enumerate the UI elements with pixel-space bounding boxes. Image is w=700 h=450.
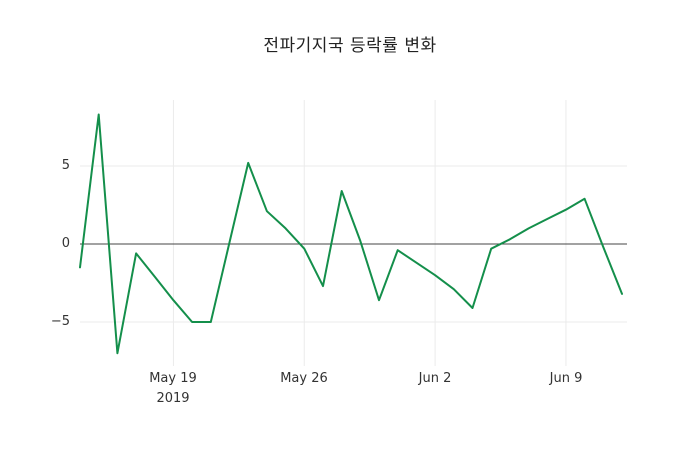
x-tick-label-may26: May 26	[280, 371, 328, 386]
x-tick-label-may19: May 19	[149, 371, 197, 386]
y-tick-label-0: 0	[61, 236, 70, 251]
chart-title: 전파기지국 등락률 변화	[263, 36, 437, 56]
x-tick-sublabel-2019: 2019	[156, 391, 190, 406]
x-tick-label-jun9: Jun 9	[549, 371, 583, 386]
y-tick-label-5: 5	[61, 158, 70, 173]
x-tick-label-jun2: Jun 2	[418, 371, 452, 386]
series-line	[79, 113, 623, 355]
y-tick-label-neg5: −5	[50, 314, 70, 329]
